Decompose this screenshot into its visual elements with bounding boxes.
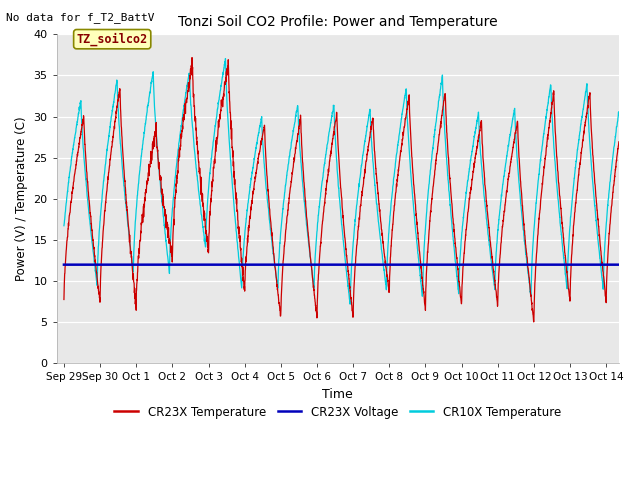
Text: TZ_soilco2: TZ_soilco2	[77, 33, 148, 46]
Text: No data for f_T2_BattV: No data for f_T2_BattV	[6, 12, 155, 23]
Title: Tonzi Soil CO2 Profile: Power and Temperature: Tonzi Soil CO2 Profile: Power and Temper…	[178, 15, 497, 29]
Y-axis label: Power (V) / Temperature (C): Power (V) / Temperature (C)	[15, 117, 28, 281]
Legend: CR23X Temperature, CR23X Voltage, CR10X Temperature: CR23X Temperature, CR23X Voltage, CR10X …	[109, 401, 566, 423]
X-axis label: Time: Time	[323, 388, 353, 401]
